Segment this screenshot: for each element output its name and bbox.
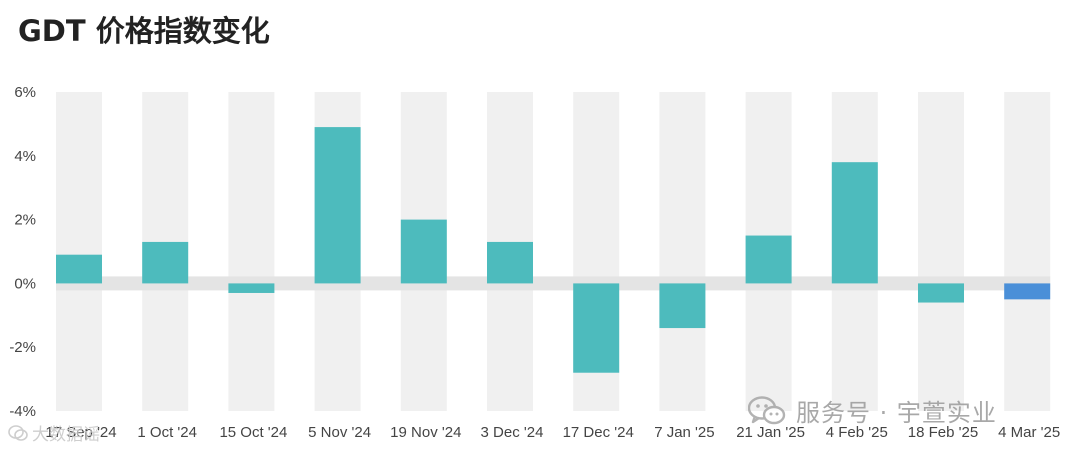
- y-axis: 6% 4% 2% 0% -2% -4%: [9, 84, 36, 420]
- x-tick-label: 21 Jan '25: [736, 424, 805, 441]
- bar: [831, 162, 878, 284]
- x-tick-label: 17 Sep '24: [45, 424, 116, 441]
- bar: [745, 235, 792, 284]
- watermark-small-text: 大数据谣: [32, 425, 100, 445]
- wechat-icon: [748, 395, 786, 424]
- watermark-text: 服务号 · 宇萱实业: [796, 399, 997, 427]
- bar: [228, 283, 275, 293]
- bar: [659, 283, 706, 329]
- bar: [487, 241, 533, 284]
- bars: [56, 127, 1051, 373]
- bar: [400, 219, 447, 284]
- watermark-small: 大数据谣: [8, 420, 100, 445]
- chart-title: GDT 价格指数变化: [18, 14, 270, 48]
- zero-band: [56, 276, 1051, 291]
- bar: [56, 254, 102, 284]
- y-tick-label: 6%: [14, 84, 36, 101]
- column-band: [1004, 92, 1051, 411]
- y-tick-label: 2%: [14, 212, 36, 229]
- x-axis: 17 Sep '24 1 Oct '24 15 Oct '24 5 Nov '24 19…: [45, 424, 1060, 441]
- x-tick-label: 18 Feb '25: [908, 424, 978, 441]
- column-bands: [56, 92, 1051, 411]
- y-tick-label: -2%: [9, 339, 36, 356]
- column-band: [228, 92, 275, 411]
- bar: [314, 127, 361, 284]
- y-tick-label: 0%: [14, 275, 36, 292]
- bar: [918, 283, 964, 303]
- x-tick-label: 1 Oct '24: [137, 424, 197, 441]
- bar: [1004, 283, 1051, 300]
- column-band: [56, 92, 102, 411]
- x-tick-label: 4 Feb '25: [826, 424, 888, 441]
- column-band: [659, 92, 706, 411]
- x-tick-label: 5 Nov '24: [308, 424, 371, 441]
- watermark: 服务号 · 宇萱实业: [748, 393, 997, 428]
- x-tick-label: 15 Oct '24: [219, 424, 287, 441]
- x-tick-label: 7 Jan '25: [654, 424, 714, 441]
- y-tick-label: -4%: [9, 403, 36, 420]
- column-band: [918, 92, 964, 411]
- wechat-small-icon: [8, 424, 28, 441]
- y-tick-label: 4%: [14, 148, 36, 165]
- x-tick-label: 19 Nov '24: [390, 424, 461, 441]
- x-tick-label: 3 Dec '24: [481, 424, 544, 441]
- x-tick-label: 4 Mar '25: [998, 424, 1060, 441]
- x-tick-label: 17 Dec '24: [563, 424, 634, 441]
- bar: [573, 283, 620, 373]
- bar: [142, 241, 189, 284]
